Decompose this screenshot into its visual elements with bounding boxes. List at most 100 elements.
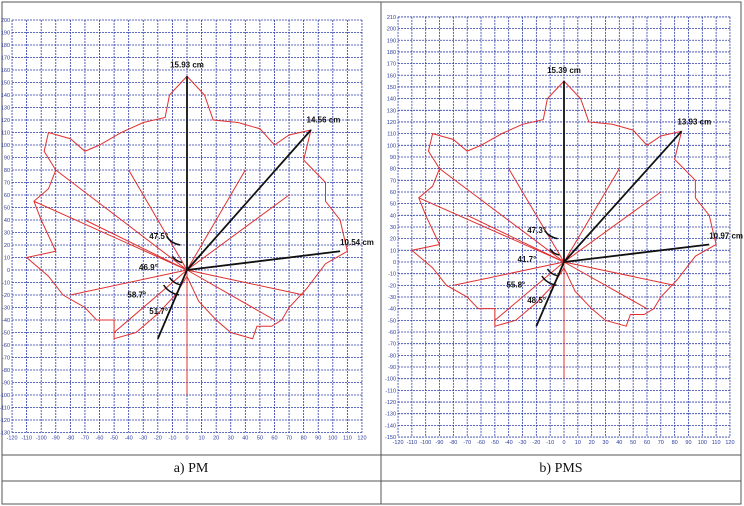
x-tick-label: -50 xyxy=(110,436,118,442)
y-tick-label: -20 xyxy=(388,283,396,289)
y-tick-label: 70 xyxy=(4,181,10,187)
angle-arc xyxy=(162,284,180,296)
x-tick-label: -100 xyxy=(420,440,431,446)
x-tick-label: 80 xyxy=(672,440,678,446)
y-tick-label: 210 xyxy=(387,15,396,21)
y-tick-label: -60 xyxy=(388,330,396,336)
y-tick-label: 130 xyxy=(1,106,10,112)
y-tick-label: 110 xyxy=(387,132,396,138)
y-tick-label: -120 xyxy=(0,418,10,424)
main-vein xyxy=(157,269,188,340)
y-tick-label: -90 xyxy=(388,365,396,371)
vein xyxy=(186,269,304,296)
y-tick-label: -50 xyxy=(2,331,10,337)
x-tick-label: 90 xyxy=(685,440,691,446)
vein xyxy=(508,168,565,263)
angle-label: 55.8° xyxy=(506,281,525,290)
y-tick-label: 90 xyxy=(390,155,396,161)
panel: -120 -110 -100 -90 -80 -70 -60 -50 -40 -30 -20 -10 0… xyxy=(385,15,743,446)
x-tick-label: 60 xyxy=(644,440,650,446)
angle-label: 46.9° xyxy=(139,263,158,272)
angle-label: 47.5° xyxy=(149,232,168,241)
y-tick-label: -10 xyxy=(388,272,396,278)
angle-label: 51.7° xyxy=(149,307,168,316)
y-tick-label: -150 xyxy=(385,435,396,441)
x-tick-label: -40 xyxy=(125,436,133,442)
vein-length-label: 14.56 cm xyxy=(307,116,341,125)
x-tick-label: -110 xyxy=(407,440,418,446)
angle-arc xyxy=(168,277,182,286)
x-tick-label: 20 xyxy=(213,436,219,442)
x-tick-label: 30 xyxy=(228,436,234,442)
y-tick-label: -120 xyxy=(385,400,396,406)
y-tick-label: 20 xyxy=(390,237,396,243)
vein xyxy=(494,261,565,321)
y-tick-label: 90 xyxy=(4,156,10,162)
y-tick-label: 130 xyxy=(387,108,396,114)
angle-arc xyxy=(546,268,559,277)
vein-length-label: 10.97 cm xyxy=(709,232,743,241)
panel: -120 -110 -100 -90 -80 -70 -60 -50 -40 -30 -20 -10 0… xyxy=(0,18,374,442)
x-tick-label: -40 xyxy=(505,440,513,446)
y-tick-label: -70 xyxy=(2,356,10,362)
y-tick-label: -40 xyxy=(388,307,396,313)
angle-label: 58.7° xyxy=(127,291,146,300)
x-tick-label: 30 xyxy=(602,440,608,446)
x-tick-label: 50 xyxy=(630,440,636,446)
x-tick-label: -60 xyxy=(96,436,104,442)
y-tick-label: 100 xyxy=(387,143,396,149)
x-tick-label: 10 xyxy=(575,440,581,446)
y-tick-label: 180 xyxy=(387,50,396,56)
y-tick-label: 110 xyxy=(1,131,10,137)
x-tick-label: 110 xyxy=(712,440,721,446)
y-tick-label: 150 xyxy=(387,85,396,91)
y-tick-label: 200 xyxy=(1,18,10,24)
y-tick-label: -130 xyxy=(385,412,396,418)
y-tick-label: 170 xyxy=(387,62,396,68)
x-tick-label: 10 xyxy=(199,436,205,442)
y-tick-label: -20 xyxy=(2,293,10,299)
x-tick-label: -100 xyxy=(36,436,47,442)
x-tick-label: 40 xyxy=(616,440,622,446)
angle-label: 47.3° xyxy=(527,226,546,235)
vein xyxy=(453,261,565,286)
main-vein xyxy=(563,130,683,263)
y-tick-label: 70 xyxy=(390,178,396,184)
y-tick-label: 50 xyxy=(4,206,10,212)
x-tick-label: 0 xyxy=(562,440,565,446)
y-tick-label: 180 xyxy=(1,43,10,49)
vein xyxy=(186,169,246,271)
vein xyxy=(466,214,565,263)
angle-arc xyxy=(165,235,181,246)
x-tick-label: 110 xyxy=(343,436,352,442)
x-tick-label: 50 xyxy=(257,436,263,442)
y-tick-label: 30 xyxy=(390,225,396,231)
vein xyxy=(33,200,188,271)
main-vein xyxy=(563,243,710,263)
vein xyxy=(563,261,675,286)
y-tick-label: 20 xyxy=(4,243,10,249)
angle-arc xyxy=(541,275,557,287)
caption: b) PMS xyxy=(539,461,582,476)
x-tick-label: -60 xyxy=(477,440,485,446)
x-tick-label: 80 xyxy=(301,436,307,442)
angle-label: 48.5° xyxy=(527,296,546,305)
caption: a) PM xyxy=(174,461,209,476)
y-tick-label: -90 xyxy=(2,381,10,387)
main-vein xyxy=(186,250,341,271)
y-tick-label: 190 xyxy=(387,38,396,44)
vein xyxy=(439,168,565,263)
x-tick-label: 60 xyxy=(271,436,277,442)
y-tick-label: 60 xyxy=(390,190,396,196)
vein xyxy=(70,269,188,296)
y-tick-label: -50 xyxy=(388,318,396,324)
vein xyxy=(563,168,620,263)
y-tick-label: -100 xyxy=(0,393,10,399)
x-tick-label: 120 xyxy=(357,436,366,442)
y-tick-label: 60 xyxy=(4,193,10,199)
y-tick-label: -100 xyxy=(385,377,396,383)
y-tick-label: -80 xyxy=(2,368,10,374)
y-tick-label: 0 xyxy=(393,260,396,266)
